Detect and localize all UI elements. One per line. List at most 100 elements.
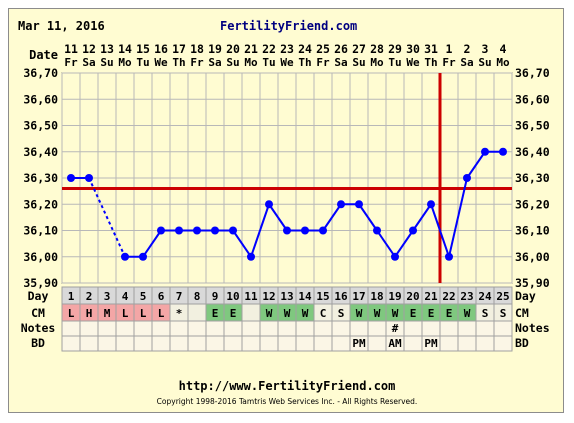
notes-cell — [61, 320, 81, 337]
y-tick-label-left: 36,00 — [23, 250, 58, 264]
date-tick-label: 17 — [172, 42, 186, 56]
date-tick-label: 11 — [64, 42, 78, 56]
chart-date: Mar 11, 2016 — [18, 19, 105, 33]
date-tick-label: 22 — [262, 42, 276, 56]
notes-cell — [151, 320, 171, 337]
bd-cell — [61, 335, 81, 352]
notes-cell — [115, 320, 135, 337]
y-tick-label-left: 36,70 — [23, 66, 58, 80]
bd-cell — [331, 335, 351, 352]
notes-cell — [241, 320, 261, 337]
day-cell-text: 13 — [280, 290, 293, 303]
day-cell-text: 24 — [478, 290, 492, 303]
bd-cell — [79, 335, 99, 352]
data-point — [427, 200, 435, 209]
weekday-tick-label: Fr — [442, 56, 456, 69]
notes-cell — [187, 320, 207, 337]
bd-cell — [439, 335, 459, 352]
cm-cell-text: W — [356, 307, 363, 320]
day-cell-text: 1 — [68, 290, 75, 303]
weekday-tick-label: Mo — [244, 56, 258, 69]
cm-cell-text: C — [320, 307, 327, 320]
data-point — [67, 174, 75, 182]
y-tick-label-left: 36,30 — [23, 171, 58, 185]
date-tick-label: 14 — [118, 42, 132, 56]
bd-row-label-right: BD — [515, 336, 529, 350]
data-point — [193, 226, 201, 235]
notes-cell — [493, 320, 513, 337]
day-cell-text: 2 — [86, 290, 93, 303]
cm-cell-text: L — [68, 307, 75, 320]
weekday-tick-label: Su — [352, 56, 365, 69]
data-point — [229, 226, 237, 235]
day-cell-text: 23 — [460, 290, 473, 303]
bd-cell — [493, 335, 513, 352]
bd-cell — [205, 335, 225, 352]
cm-cell — [187, 303, 207, 322]
cm-cell-text: L — [140, 307, 147, 320]
footer-url[interactable]: http://www.FertilityFriend.com — [178, 379, 396, 393]
day-row-label-left: Day — [28, 289, 49, 303]
day-cell-text: 17 — [352, 290, 365, 303]
notes-cell-text: # — [392, 322, 399, 335]
series-segment-dashed — [88, 177, 126, 258]
date-tick-label: 3 — [482, 42, 489, 56]
notes-cell — [421, 320, 441, 337]
cm-cell-text: W — [374, 307, 381, 320]
bd-cell — [169, 335, 189, 352]
cm-cell-text: H — [86, 307, 93, 320]
notes-cell — [367, 320, 387, 337]
notes-cell — [403, 320, 423, 337]
day-cell-text: 8 — [194, 290, 201, 303]
y-tick-label-left: 36,50 — [23, 119, 58, 133]
cm-cell-text: S — [338, 307, 345, 320]
day-cell-text: 10 — [226, 290, 239, 303]
notes-row-label-left: Notes — [21, 321, 56, 335]
y-tick-label-right: 36,70 — [515, 66, 550, 80]
weekday-tick-label: Tu — [136, 56, 149, 69]
day-cell-text: 12 — [262, 290, 275, 303]
data-point — [319, 226, 327, 235]
bd-cell — [187, 335, 207, 352]
day-cell-text: 25 — [496, 290, 509, 303]
weekday-tick-label: Mo — [118, 56, 132, 69]
y-tick-label-left: 36,20 — [23, 197, 58, 211]
bd-cell — [151, 335, 171, 352]
date-tick-label: 24 — [298, 42, 312, 56]
bd-cell-text: AM — [388, 337, 402, 350]
site-title[interactable]: FertilityFriend.com — [220, 19, 358, 33]
cm-cell-text: S — [482, 307, 489, 320]
footer-copyright: Copyright 1998-2016 Tamtris Web Services… — [156, 397, 418, 406]
series-segment — [376, 229, 396, 258]
date-row-label: Date — [29, 48, 58, 62]
bd-cell — [223, 335, 243, 352]
weekday-tick-label: Tu — [262, 56, 275, 69]
date-tick-label: 20 — [226, 42, 240, 56]
day-cell-text: 14 — [298, 290, 312, 303]
y-tick-label-right: 36,40 — [515, 145, 550, 159]
notes-cell — [223, 320, 243, 337]
series-segment — [232, 229, 252, 258]
data-point — [175, 226, 183, 235]
notes-cell — [457, 320, 477, 337]
data-point — [373, 226, 381, 235]
notes-cell — [277, 320, 297, 337]
day-cell-text: 7 — [176, 290, 183, 303]
bd-cell — [241, 335, 261, 352]
weekday-tick-label: Fr — [316, 56, 330, 69]
series-segment — [142, 229, 162, 258]
bd-row-label-left: BD — [31, 336, 45, 350]
weekday-tick-label: Th — [424, 56, 437, 69]
series-segment — [322, 203, 342, 232]
weekday-tick-label: Mo — [496, 56, 510, 69]
data-point — [283, 226, 291, 235]
notes-cell — [349, 320, 369, 337]
data-point — [445, 252, 453, 261]
y-tick-label-right: 35,90 — [515, 276, 550, 290]
weekday-tick-label: We — [154, 56, 168, 69]
weekday-tick-label: Th — [298, 56, 311, 69]
notes-cell — [331, 320, 351, 337]
series-segment — [466, 151, 486, 179]
series-segment — [250, 203, 270, 258]
notes-cell — [205, 320, 225, 337]
